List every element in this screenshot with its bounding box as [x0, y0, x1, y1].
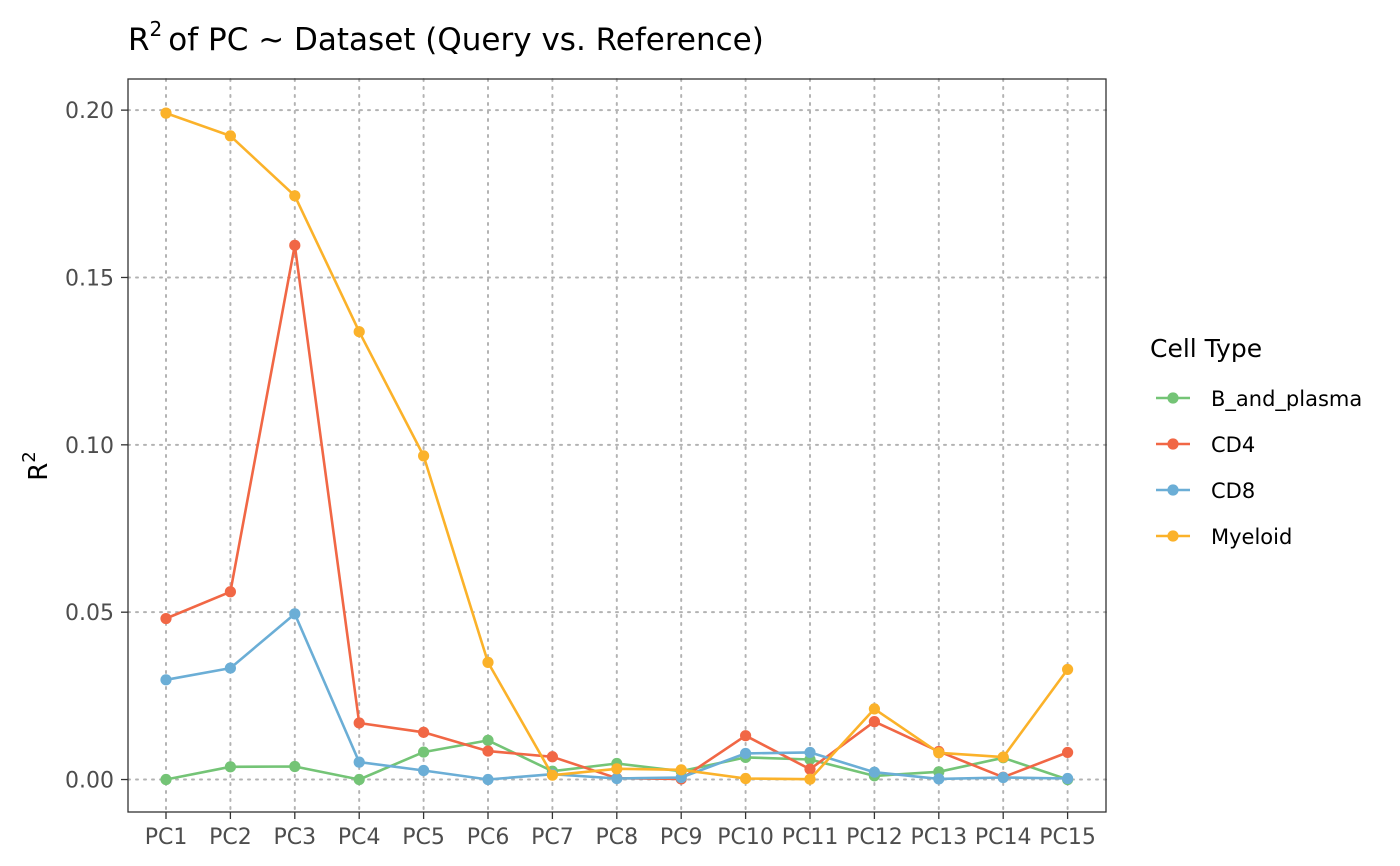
- chart-title-text: of PC ~ Dataset (Query vs. Reference): [168, 22, 764, 58]
- data-point: [740, 772, 752, 785]
- data-point: [611, 763, 623, 775]
- data-point: [353, 756, 365, 768]
- data-point: [353, 773, 365, 786]
- data-point: [1062, 772, 1074, 785]
- x-tick-label: PC15: [1039, 825, 1096, 850]
- data-point: [1062, 746, 1074, 759]
- data-point: [675, 771, 687, 784]
- data-point: [418, 764, 430, 777]
- y-tick-label: 0.20: [65, 99, 114, 124]
- data-point: [611, 772, 623, 785]
- legend-key-point: [1167, 530, 1179, 542]
- x-tick-label: PC8: [595, 825, 638, 850]
- legend-title: Cell Type: [1150, 334, 1262, 363]
- series-layer: [160, 107, 1074, 786]
- chart-title-superscript: 2: [150, 17, 163, 41]
- data-point: [224, 761, 236, 773]
- x-tick-label: PC10: [717, 825, 774, 850]
- data-point: [675, 764, 687, 776]
- x-tick-label: PC1: [145, 825, 188, 850]
- x-tick-label: PC2: [209, 825, 252, 850]
- data-point: [868, 716, 881, 728]
- data-point: [868, 703, 881, 715]
- data-point: [740, 730, 752, 742]
- data-point: [997, 771, 1009, 784]
- y-axis-title-superscript: 2: [19, 451, 40, 462]
- legend-item: B_and_plasma: [1156, 387, 1362, 412]
- data-point: [997, 751, 1009, 763]
- plot-panel: [127, 78, 1107, 813]
- data-point: [160, 773, 172, 786]
- data-point: [933, 747, 945, 759]
- gridlines: [127, 78, 1107, 813]
- chart-title-prefix: R: [128, 22, 150, 58]
- legend-key-point: [1167, 438, 1179, 450]
- data-point: [224, 586, 236, 598]
- legend-items: B_and_plasma CD4 CD8 Myeloid: [1156, 387, 1362, 549]
- legend-item: Myeloid: [1156, 525, 1292, 549]
- data-point: [224, 662, 236, 674]
- y-axis-title: R2: [19, 451, 54, 481]
- data-point: [804, 773, 816, 785]
- data-point: [1062, 663, 1074, 676]
- data-point: [418, 726, 430, 738]
- legend-label: CD4: [1211, 433, 1255, 457]
- x-tick-label: PC3: [273, 825, 316, 850]
- x-tick-label: PC13: [910, 825, 967, 850]
- data-point: [160, 612, 172, 625]
- data-point: [289, 760, 301, 773]
- data-point: [546, 751, 559, 763]
- data-point: [418, 746, 430, 758]
- series-myeloid: [160, 107, 1074, 785]
- x-tick-label: PC9: [660, 825, 703, 850]
- data-point: [289, 608, 301, 620]
- data-point: [482, 745, 494, 757]
- data-point: [933, 773, 945, 785]
- data-point: [353, 326, 365, 338]
- data-point: [482, 656, 494, 668]
- legend-item: CD4: [1156, 433, 1255, 457]
- data-point: [289, 190, 301, 202]
- data-point: [160, 674, 172, 686]
- legend-key-point: [1167, 484, 1179, 496]
- legend-key-point: [1167, 392, 1179, 404]
- legend-item: CD8: [1156, 479, 1255, 503]
- legend-label: B_and_plasma: [1211, 387, 1362, 412]
- data-point: [289, 239, 301, 251]
- y-tick-label: 0.05: [65, 601, 114, 626]
- x-tick-label: PC6: [467, 825, 510, 850]
- data-point: [482, 734, 494, 746]
- x-tick-label: PC4: [338, 825, 381, 850]
- data-point: [160, 107, 172, 119]
- y-tick-label: 0.00: [65, 769, 114, 794]
- data-point: [353, 717, 365, 729]
- chart-title: R2 of PC ~ Dataset (Query vs. Reference): [128, 17, 764, 58]
- data-point: [224, 130, 236, 142]
- y-axis-title-text: R: [24, 463, 54, 481]
- data-point: [546, 769, 559, 781]
- data-point: [740, 747, 752, 760]
- legend-label: Myeloid: [1211, 525, 1292, 549]
- x-tick-label: PC7: [531, 825, 574, 850]
- x-axis: PC1 PC2 PC3 PC4 PC5 PC6 PC7 PC8 PC9 PC10 PC11 PC12 P…: [145, 812, 1096, 850]
- x-tick-label: PC12: [846, 825, 903, 850]
- legend: Cell Type B_and_plasma CD4 CD8 Myeloid: [1150, 334, 1362, 549]
- data-point: [418, 450, 430, 462]
- x-tick-label: PC5: [402, 825, 445, 850]
- data-point: [482, 773, 494, 786]
- x-tick-label: PC14: [975, 825, 1032, 850]
- data-point: [804, 763, 816, 775]
- y-tick-label: 0.10: [65, 434, 114, 459]
- y-tick-label: 0.15: [65, 266, 114, 291]
- legend-label: CD8: [1211, 479, 1255, 503]
- x-tick-label: PC11: [782, 825, 839, 850]
- y-axis: 0.00 0.05 0.10 0.15 0.20: [65, 99, 128, 794]
- data-point: [804, 746, 816, 759]
- data-point: [868, 766, 881, 778]
- series-cd8: [160, 608, 1074, 786]
